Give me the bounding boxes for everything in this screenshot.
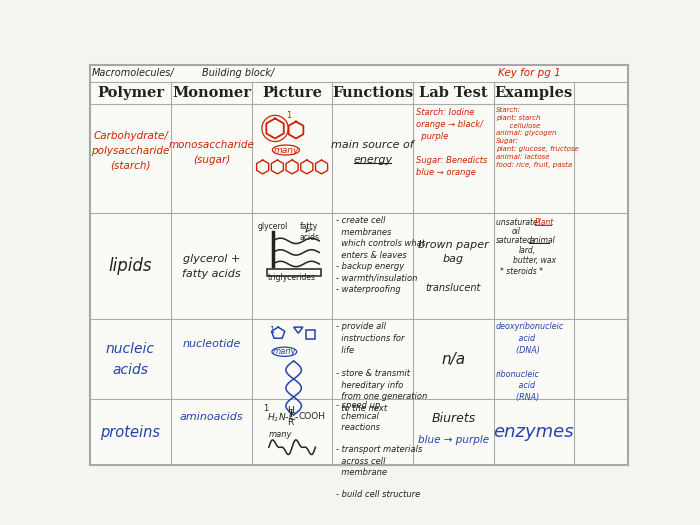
Text: Carbohydrate/
polysaccharide
(starch): Carbohydrate/ polysaccharide (starch) [91, 131, 169, 171]
Text: lard,: lard, [519, 246, 536, 255]
Text: blue → purple: blue → purple [418, 435, 489, 445]
Text: C: C [288, 412, 295, 422]
Text: Starch:
plant: starch
      cellulose
animal: glycogen
Sugar:
plant: glucose, fr: Starch: plant: starch cellulose animal: … [496, 107, 579, 167]
Text: glycerol +
fatty acids: glycerol + fatty acids [182, 254, 241, 279]
Text: many: many [273, 145, 299, 154]
Text: monosaccharide
(sugar): monosaccharide (sugar) [169, 140, 254, 165]
Text: many: many [269, 430, 293, 439]
Text: $H_2N$: $H_2N$ [267, 412, 287, 424]
Text: Building block/: Building block/ [202, 68, 274, 78]
Text: aminoacids: aminoacids [180, 412, 244, 422]
Bar [306, 330, 315, 340]
Text: Lab Test: Lab Test [419, 86, 488, 100]
Text: 1: 1 [262, 404, 268, 413]
Text: Starch: Iodine
orange → black/
  purple

Sugar: Benedicts
blue → orange: Starch: Iodine orange → black/ purple Su… [416, 108, 487, 177]
Text: Functions: Functions [332, 86, 413, 100]
Text: animal: animal [529, 236, 555, 245]
Text: Macromolecules/: Macromolecules/ [92, 68, 175, 78]
Text: translucent: translucent [426, 283, 481, 293]
Text: saturated: saturated [496, 236, 533, 245]
Text: -: - [295, 412, 298, 422]
Text: * steroids *: * steroids * [500, 267, 542, 276]
Text: R: R [288, 418, 294, 427]
Bar [267, 269, 321, 276]
Text: main source of
energy: main source of energy [331, 140, 414, 165]
Text: H: H [287, 406, 294, 415]
Text: lipids: lipids [108, 257, 153, 275]
Text: nucleotide: nucleotide [182, 339, 241, 349]
Text: -: - [284, 412, 288, 422]
Text: - create cell
  membranes
  which controls what
  enters & leaves
- backup energ: - create cell membranes which controls w… [335, 216, 424, 294]
Text: nucleic
acids: nucleic acids [106, 342, 155, 377]
Text: Monomer: Monomer [172, 86, 251, 100]
Text: - provide all
  instructions for
  life

- store & transmit
  hereditary info
  : - provide all instructions for life - st… [335, 322, 427, 413]
Text: n/a: n/a [441, 352, 466, 367]
Text: Polymer: Polymer [97, 86, 164, 100]
Text: many: many [272, 347, 296, 356]
Text: Examples: Examples [495, 86, 573, 100]
Text: triglycerides: triglycerides [268, 273, 316, 282]
Text: brown paper
bag: brown paper bag [418, 240, 489, 265]
Text: COOH: COOH [298, 412, 326, 421]
Text: 1: 1 [286, 111, 291, 120]
Text: Plant: Plant [535, 218, 554, 227]
Text: oil: oil [512, 227, 520, 236]
Text: Key for pg 1: Key for pg 1 [498, 68, 561, 78]
Text: - speed up
  chemical
  reactions

- transport materials
  across cell
  membran: - speed up chemical reactions - transpor… [335, 401, 422, 499]
Text: glycerol: glycerol [258, 223, 288, 232]
Text: deoxyribonucleic
         acid
        (DNA)

ribonucleic
         acid
        : deoxyribonucleic acid (DNA) ribonucleic … [496, 322, 564, 402]
Text: 1: 1 [269, 326, 274, 334]
Text: proteins: proteins [101, 425, 160, 440]
Text: enzymes: enzymes [494, 423, 574, 441]
Text: unsaturate:: unsaturate: [496, 218, 542, 227]
Text: butter, wax: butter, wax [513, 256, 556, 265]
Text: Picture: Picture [262, 86, 322, 100]
Text: fatty
acids: fatty acids [299, 223, 319, 243]
Text: Biurets: Biurets [431, 412, 475, 425]
